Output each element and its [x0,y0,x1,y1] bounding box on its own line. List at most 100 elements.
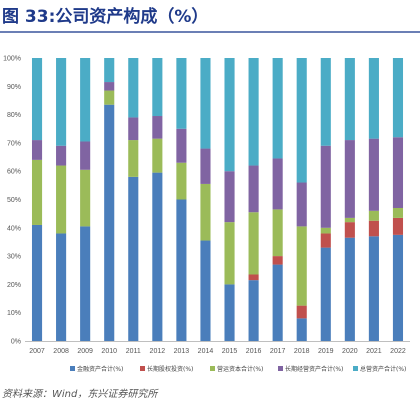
bar-segment-other-2019 [320,58,331,146]
bar-segment-equity-2021 [368,220,379,237]
bar-segment-financial-2014 [200,240,211,341]
bar-segment-financial-2022 [392,234,404,341]
bar-segment-long_term_operating-2013 [176,128,187,163]
legend-label-financial: 金融资产合计(%) [77,365,123,373]
chart-title: 图 33:公司资产构成（%） [2,7,209,27]
bar-segment-equity-2017 [272,256,283,265]
bar-segment-long_term_operating-2019 [320,145,331,228]
bar-segment-long_term_operating-2008 [56,145,67,166]
x-tick-label: 2021 [366,348,382,355]
y-tick-label: 100% [3,56,21,63]
stacked-bar-chart: 0% 10% 20% 30% 40% 50% 60% 70% 80% 90% 100% 2007 200… [3,56,410,373]
bar-segment-operating-2014 [200,183,211,241]
bar-segment-operating-2020 [344,217,355,223]
x-tick-label: 2010 [101,348,117,355]
bar-segment-equity-2018 [296,305,307,319]
x-tick-label: 2019 [318,348,334,355]
legend-label-operating: 营运资本合计(%) [217,365,263,373]
bar-segment-operating-2019 [320,227,331,234]
y-tick-label: 70% [7,140,21,147]
bar-segment-financial-2012 [152,172,163,341]
bar-segment-long_term_operating-2015 [224,171,235,223]
y-tick-label: 10% [7,310,21,317]
bar-segment-other-2017 [272,58,283,159]
bar-segment-equity-2016 [248,274,259,281]
bar-segment-long_term_operating-2017 [272,158,283,210]
bar-segment-other-2015 [224,58,235,172]
bar-segment-equity-2022 [392,217,404,235]
bar-segment-other-2011 [128,58,139,118]
y-tick-label: 50% [7,197,21,204]
y-tick-label: 30% [7,254,21,261]
bar-segment-financial-2017 [272,264,283,341]
bar-segment-financial-2019 [320,247,331,341]
bar-segment-equity-2020 [344,222,355,238]
bar-segment-operating-2013 [176,162,187,200]
bar-segment-operating-2015 [224,222,235,285]
x-tick-label: 2012 [150,348,166,355]
legend-label-equity: 长期股权投资(%) [147,365,193,373]
legend-swatch-long_term_operating [278,366,283,371]
bar-segment-financial-2010 [104,104,115,341]
bar-segment-operating-2022 [392,207,404,218]
title-divider [0,31,420,33]
bar-segment-financial-2016 [248,280,259,341]
bar-segment-financial-2008 [56,233,67,341]
bar-segment-other-2013 [176,58,187,129]
bar-segment-operating-2016 [248,212,259,275]
bar-segment-other-2010 [104,58,115,83]
y-tick-label: 20% [7,282,21,289]
y-tick-label: 90% [7,84,21,91]
bar-segment-other-2021 [368,58,379,139]
legend-swatch-equity [140,366,145,371]
bar-segment-operating-2018 [296,226,307,306]
bar-segment-long_term_operating-2011 [128,117,139,141]
bar-segment-long_term_operating-2022 [392,137,404,208]
bar-segment-long_term_operating-2020 [344,140,355,218]
axis-layer: 0% 10% 20% 30% 40% 50% 60% 70% 80% 90% 100% 2007 200… [3,56,410,355]
bar-segment-long_term_operating-2021 [368,138,379,211]
bar-segment-operating-2010 [104,90,115,105]
bar-layer [31,58,404,341]
y-tick-label: 0% [11,339,21,346]
x-tick-label: 2022 [390,348,406,355]
legend-swatch-financial [70,366,75,371]
bar-segment-other-2018 [296,58,307,183]
legend-swatch-operating [210,366,215,371]
y-tick-label: 40% [7,225,21,232]
bar-segment-long_term_operating-2016 [248,165,259,213]
bar-segment-financial-2007 [31,224,43,341]
bar-segment-other-2009 [80,58,91,142]
legend-swatch-other [353,366,358,371]
x-tick-label: 2018 [294,348,310,355]
x-tick-label: 2015 [222,348,238,355]
bar-segment-other-2020 [344,58,355,141]
y-tick-label: 80% [7,112,21,119]
bar-segment-operating-2017 [272,209,283,257]
x-tick-label: 2017 [270,348,286,355]
bar-segment-financial-2013 [176,199,187,341]
legend: 金融资产合计(%) 长期股权投资(%) 营运资本合计(%) 长期经营资产合计(%) 总营… [70,365,406,373]
bar-segment-other-2008 [56,58,67,146]
x-tick-label: 2007 [29,348,45,355]
bar-segment-other-2012 [152,58,163,117]
x-tick-label: 2014 [198,348,214,355]
bar-segment-financial-2009 [80,226,91,341]
source-note: 资料来源：Wind，东兴证券研究所 [2,389,158,400]
bar-segment-long_term_operating-2010 [104,82,115,91]
y-tick-label: 60% [7,169,21,176]
bar-segment-long_term_operating-2018 [296,182,307,227]
bar-segment-operating-2021 [368,210,379,221]
bar-segment-operating-2007 [31,159,43,225]
bar-segment-other-2014 [200,58,211,149]
bar-segment-financial-2018 [296,318,307,341]
x-tick-label: 2011 [126,348,141,355]
bar-segment-other-2022 [392,58,404,138]
x-tick-label: 2020 [342,348,358,355]
bar-segment-operating-2008 [56,165,67,234]
bar-segment-operating-2011 [128,140,139,177]
bar-segment-financial-2021 [368,236,379,341]
bar-segment-long_term_operating-2007 [31,140,43,160]
bar-segment-long_term_operating-2012 [152,116,163,139]
legend-label-long_term_operating: 长期经营资产合计(%) [285,365,343,373]
